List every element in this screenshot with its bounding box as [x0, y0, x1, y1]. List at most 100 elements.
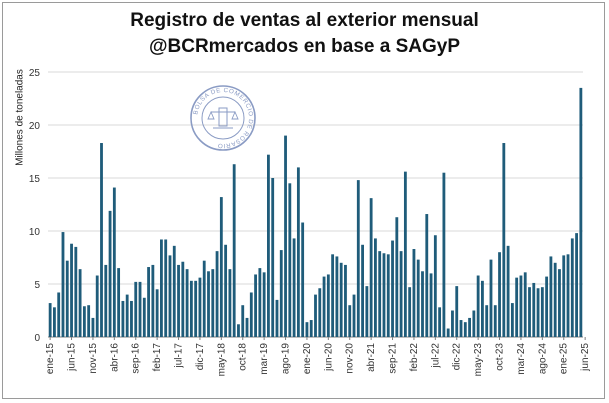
bar	[566, 254, 570, 337]
bar	[301, 222, 305, 337]
bar	[549, 256, 553, 337]
bar	[468, 317, 471, 337]
bar	[95, 275, 99, 337]
bar	[117, 268, 121, 337]
bar	[365, 286, 369, 337]
bar	[189, 280, 193, 337]
bar	[318, 288, 322, 337]
x-tick-label: sep-21	[388, 343, 399, 374]
bar	[249, 292, 253, 337]
bar	[339, 262, 343, 337]
bar	[309, 320, 313, 337]
bar	[326, 274, 330, 337]
bar	[254, 274, 257, 337]
x-tick-label: ene-20	[302, 343, 313, 375]
bar	[532, 282, 536, 337]
y-tick-label: 0	[34, 333, 40, 344]
bar	[378, 251, 382, 337]
bar	[553, 262, 557, 337]
bar	[540, 287, 544, 337]
x-tick-label: jun-15	[67, 343, 78, 372]
svg-text:BOLSA DE COMERCIO DE ROSARIO: BOLSA DE COMERCIO DE ROSARIO	[192, 87, 254, 149]
bar	[438, 307, 442, 337]
bar	[147, 267, 150, 337]
bar	[82, 306, 86, 337]
bar	[100, 143, 103, 337]
bar	[160, 239, 163, 337]
bar	[224, 244, 228, 337]
bar	[395, 217, 399, 337]
bar	[215, 251, 219, 337]
bar	[211, 269, 215, 337]
bar	[506, 245, 510, 337]
chart-subtitle: @BCRmercados en base a SAGyP	[148, 36, 461, 57]
bar	[545, 276, 549, 337]
bar	[361, 244, 364, 337]
bar	[292, 238, 296, 337]
bar	[502, 143, 506, 337]
bar	[288, 183, 292, 337]
bar	[463, 322, 467, 337]
bar	[408, 287, 412, 337]
bar	[416, 259, 420, 337]
x-tick-label: ago-24	[537, 343, 548, 375]
bar	[575, 233, 578, 337]
bar	[121, 300, 125, 337]
bar	[429, 273, 433, 337]
bar	[104, 264, 108, 337]
bar	[421, 271, 424, 337]
bar	[425, 214, 429, 337]
bar	[515, 277, 519, 337]
y-tick-label: 10	[29, 227, 41, 238]
bar	[562, 255, 566, 337]
bar	[331, 254, 335, 337]
bar	[391, 240, 394, 337]
bar	[451, 310, 454, 337]
x-tick-label: may-23	[473, 343, 484, 377]
bar	[369, 198, 373, 337]
bar	[296, 167, 300, 337]
bar	[65, 260, 69, 337]
x-tick-label: dic-17	[195, 343, 206, 371]
bar	[279, 250, 283, 337]
bar	[61, 232, 65, 337]
bar	[455, 286, 459, 337]
bar	[275, 299, 279, 337]
x-tick-label: ago-19	[281, 343, 292, 375]
bar	[185, 269, 189, 337]
bar	[528, 287, 531, 337]
bar	[412, 249, 416, 337]
bar	[489, 259, 493, 337]
bar	[130, 300, 133, 337]
bar	[74, 246, 78, 337]
bar	[476, 275, 480, 337]
bar	[198, 277, 202, 337]
bar	[510, 303, 514, 337]
bar	[237, 324, 240, 337]
bar	[493, 305, 497, 337]
x-tick-label: mar-24	[516, 343, 527, 375]
bar	[536, 288, 540, 337]
bar	[164, 239, 168, 337]
bar	[245, 317, 249, 337]
bar	[485, 305, 489, 337]
bar	[207, 271, 210, 337]
data-label: 23.5	[576, 0, 594, 2]
bar	[442, 172, 446, 337]
bar	[262, 272, 266, 337]
x-tick-label: mar-19	[259, 343, 270, 375]
bar	[570, 238, 574, 337]
chart-title: Registro de ventas al exterior mensual	[130, 10, 479, 31]
bar	[108, 210, 112, 337]
bar	[48, 303, 52, 337]
x-tick-label: ene-25	[559, 343, 570, 375]
x-tick-label: sep-16	[131, 343, 142, 374]
x-tick-label: may-18	[216, 343, 227, 377]
x-tick-label: nov-20	[345, 343, 356, 374]
y-tick-label: 20	[29, 121, 41, 132]
bar	[403, 171, 407, 337]
bar	[91, 317, 95, 337]
bar	[433, 235, 437, 337]
x-tick-label: abr-16	[109, 343, 120, 372]
